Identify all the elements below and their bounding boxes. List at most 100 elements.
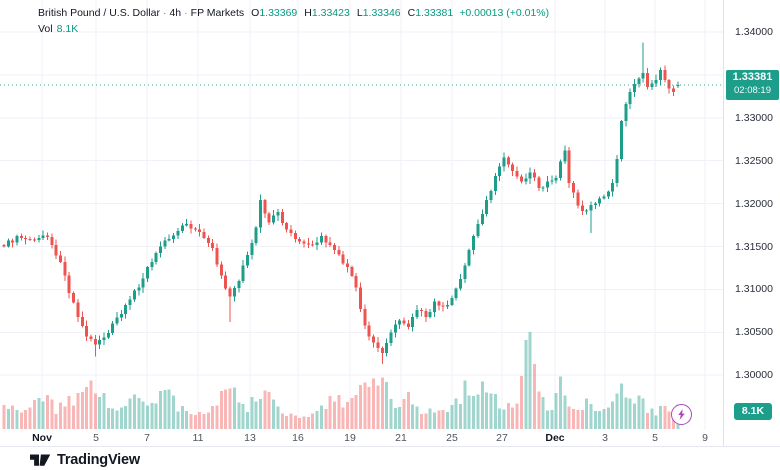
volume-bar [172,395,176,429]
candle-body [172,235,176,240]
interval-label[interactable]: 4h [169,7,182,19]
candle-body [663,69,667,81]
volume-bar [628,398,632,429]
volume-bar [385,382,389,429]
volume-bar [189,414,193,429]
candle-body [559,161,563,178]
volume-bar [489,393,493,429]
candle-body [480,213,484,225]
symbol-title[interactable]: British Pound / U.S. Dollar [38,7,160,19]
volume-bar [102,392,106,429]
candle-body [393,324,397,333]
volume-bar [302,416,306,429]
volume-bar [32,399,36,429]
candle-body [159,246,163,253]
candle-body [493,176,497,191]
volume-bar [550,409,554,429]
volume-bar [389,399,393,429]
price-tick-label: 1.32000 [735,197,773,210]
volume-bar [232,387,236,429]
volume-bar [150,402,154,429]
instant-trading-button[interactable] [671,404,692,425]
candle-body [441,305,445,307]
candle-body [189,224,193,229]
volume-bar [502,409,506,429]
time-axis-label: 27 [496,432,508,444]
volume-bar [319,405,323,429]
candle-body [54,244,58,256]
price-chart-canvas[interactable] [0,0,723,446]
candle-body [237,280,241,289]
candle-body [6,240,10,247]
volume-bar [259,399,263,429]
volume-bar [650,408,654,429]
volume-bar [324,408,328,429]
price-tick-label: 1.32500 [735,154,773,167]
candle-body [572,183,576,193]
candle-body [289,229,293,233]
volume-bar [198,411,202,429]
candle-body [41,235,45,238]
volume-bar [437,410,441,429]
candle-body [124,304,128,315]
time-axis[interactable]: Nov 5 7 11 13 16 19 21 25 27 Dec 3 5 9 [0,430,723,446]
volume-bar [137,398,141,429]
candle-body [406,323,410,328]
volume-bar [393,408,397,429]
candle-body [459,279,463,289]
candle-body [93,338,97,345]
time-axis-label: 25 [446,432,458,444]
candle-body [224,275,228,289]
candle-body [667,80,671,89]
tradingview-logo[interactable]: TradingView [30,451,140,469]
candle-body [567,150,571,184]
volume-label: Vol [38,23,53,35]
candle-body [367,325,371,337]
candle-body [85,325,89,337]
volume-bar [611,401,615,429]
candle-body [15,236,19,243]
candle-body [550,180,554,182]
time-axis-label: 13 [244,432,256,444]
volume-bar [254,401,258,429]
price-tick-label: 1.31500 [735,240,773,253]
volume-bar [45,394,49,429]
candle-body [350,267,354,276]
bar-countdown: 02:08:19 [734,85,771,97]
candle-body [89,336,93,339]
volume-bar [228,388,232,429]
volume-bar [328,396,332,429]
volume-bar [659,406,663,429]
candle-body [341,254,345,264]
candle-body [506,157,510,165]
candle-body [2,244,6,247]
volume-bar [276,406,280,429]
volume-bar [485,392,489,429]
volume-bar [441,410,445,429]
volume-bar [28,407,32,429]
candle-body [111,323,115,333]
candle-body [80,316,84,326]
candle-body [432,301,436,312]
volume-bar [224,389,228,429]
volume-bar [289,413,293,429]
volume-bar [576,409,580,429]
volume-bar [463,380,467,429]
candle-body [472,235,476,250]
volume-bar [202,413,206,429]
candle-body [211,242,215,249]
volume-bar [124,406,128,429]
candle-body [437,301,441,306]
candle-body [267,213,271,223]
volume-bar [285,415,289,429]
candle-body [345,263,349,268]
volume-bar [602,409,606,429]
candle-body [389,332,393,343]
candle-body [624,104,628,122]
volume-bar [315,411,319,429]
volume-bar [159,390,163,429]
volume-bar [567,406,571,429]
price-axis[interactable]: 1.33381 02:08:19 8.1K 1.340001.335001.33… [723,0,780,446]
volume-bar [180,406,184,429]
candle-body [45,235,49,238]
